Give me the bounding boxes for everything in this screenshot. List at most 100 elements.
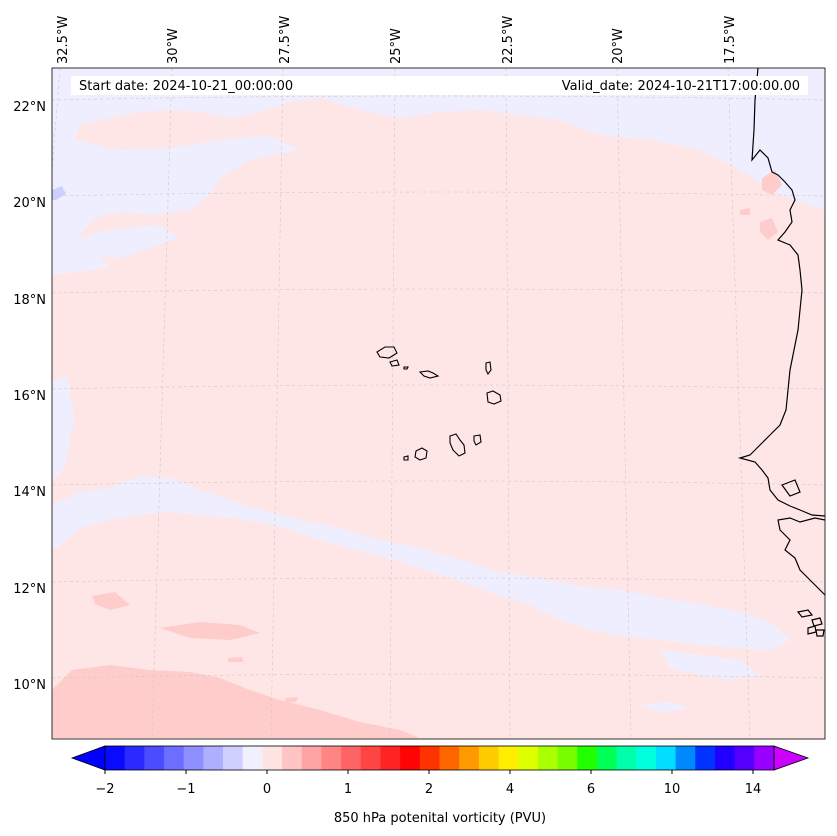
colorbar-under-arrow	[70, 745, 106, 771]
colorbar-segment	[380, 746, 401, 770]
colorbar-segment	[124, 746, 145, 770]
parallel-10n	[51, 673, 826, 679]
colorbar-segment	[596, 746, 618, 770]
lat-label-20n: 20°N	[13, 196, 46, 211]
negative-blob-southeast	[660, 650, 760, 680]
negative-blob-west	[52, 376, 74, 480]
tick-label: 10	[664, 782, 681, 797]
positive-pv-regions	[52, 170, 782, 738]
colorbar-segment	[164, 746, 185, 770]
meridian-32-5w	[51, 67, 61, 171]
meridian-17-5w	[727, 67, 751, 740]
colorbar-title: 850 hPa potenital vorticity (PVU)	[334, 811, 546, 826]
negative-blob-south	[640, 702, 690, 713]
tick-label: 0	[263, 782, 271, 797]
lat-label-18n: 18°N	[13, 293, 46, 308]
colorbar-segment	[321, 746, 342, 770]
island-santo-antao	[376, 346, 398, 359]
map-panel: Start date: 2024-10-21_00:00:00 Valid_da…	[51, 67, 826, 740]
colorbar-segment	[341, 746, 362, 770]
positive-blob-south-4	[285, 697, 298, 702]
positive-blob-south-2	[92, 592, 130, 610]
senegal-inlet	[781, 479, 801, 497]
parallel-16n	[51, 384, 826, 390]
island-boa-vista	[486, 390, 502, 405]
colorbar-segment	[734, 746, 755, 770]
positive-blob-coast-2	[740, 208, 750, 215]
colorbar-segment	[714, 746, 736, 770]
tick-label: 6	[587, 782, 595, 797]
negative-band-north	[52, 68, 825, 275]
colorbar-segment	[301, 746, 323, 770]
colorbar-segment	[360, 746, 382, 770]
longitude-labels: 32.5°W 30°W 27.5°W 25°W 22.5°W 20°W 17.5…	[56, 16, 738, 64]
parallel-14n	[51, 480, 826, 486]
parallel-12n	[51, 577, 826, 583]
lon-label-22-5w: 22.5°W	[501, 16, 516, 64]
tick-label: 4	[506, 782, 514, 797]
colorbar-segment	[203, 746, 224, 770]
africa-coastline	[737, 67, 826, 517]
lon-label-17-5w: 17.5°W	[723, 16, 738, 64]
positive-blob-south-3	[228, 657, 244, 662]
colorbar-segment	[537, 746, 559, 770]
island-brava	[403, 455, 409, 461]
tick-label: −1	[176, 782, 195, 797]
lat-label-22n: 22°N	[13, 100, 46, 115]
lon-label-25w: 25°W	[389, 28, 404, 64]
colorbar: −2 −1 0 1 2 4 6 10 14 850 hPa potenital …	[70, 745, 810, 826]
colorbar-segment	[655, 746, 677, 770]
colorbar-segment	[577, 746, 598, 770]
colorbar-segment	[282, 746, 303, 770]
island-sao-nicolau	[418, 370, 440, 379]
positive-blob-south-1	[160, 622, 260, 640]
colorbar-segment	[439, 746, 460, 770]
meridian-27-5w	[270, 67, 284, 740]
lon-label-32-5w: 32.5°W	[56, 16, 71, 64]
negative-band-west	[52, 225, 180, 260]
latitude-labels: 22°N 20°N 18°N 16°N 14°N 12°N 10°N	[13, 100, 46, 693]
island-sal	[485, 361, 492, 376]
positive-blob-southwest	[52, 665, 420, 738]
parallel-22n	[51, 95, 826, 101]
colorbar-segment	[518, 746, 539, 770]
colorbar-segments	[105, 746, 775, 770]
tick-label: 2	[425, 782, 433, 797]
colorbar-segment	[498, 746, 519, 770]
meridian-25w	[389, 67, 396, 740]
colorbar-segment	[675, 746, 696, 770]
lat-label-12n: 12°N	[13, 582, 46, 597]
colorbar-over-arrow	[773, 745, 810, 771]
colorbar-segment	[144, 746, 165, 770]
island-sao-vicente	[389, 359, 400, 367]
colorbar-segment	[636, 746, 657, 770]
colorbar-segment	[459, 746, 480, 770]
colorbar-segment	[242, 746, 264, 770]
colorbar-segment	[223, 746, 244, 770]
colorbar-segment	[754, 746, 775, 770]
meridian-22-5w	[505, 67, 511, 740]
lon-label-30w: 30°W	[166, 28, 181, 64]
island-maio	[473, 434, 482, 446]
meridian-30w	[151, 67, 173, 740]
colorbar-segment	[105, 746, 126, 770]
colorbar-segment	[616, 746, 637, 770]
positive-blob-northeast	[762, 170, 782, 195]
colorbar-segment	[183, 746, 204, 770]
colorbar-segment	[695, 746, 716, 770]
cape-verde-islands	[376, 346, 502, 461]
parallel-18n	[51, 288, 826, 294]
start-date-label: Start date: 2024-10-21_00:00:00	[79, 79, 293, 94]
negative-pv-regions	[52, 68, 825, 713]
tick-label: 14	[745, 782, 762, 797]
start-date-box	[71, 76, 339, 95]
colorbar-segment	[478, 746, 500, 770]
map-frame	[51, 67, 826, 740]
colorbar-segment	[400, 746, 421, 770]
island-santiago	[449, 433, 466, 457]
lon-label-20w: 20°W	[611, 28, 626, 64]
parallel-20n	[51, 191, 826, 197]
meridian-20w	[616, 67, 632, 740]
strong-negative-spot	[52, 186, 66, 200]
